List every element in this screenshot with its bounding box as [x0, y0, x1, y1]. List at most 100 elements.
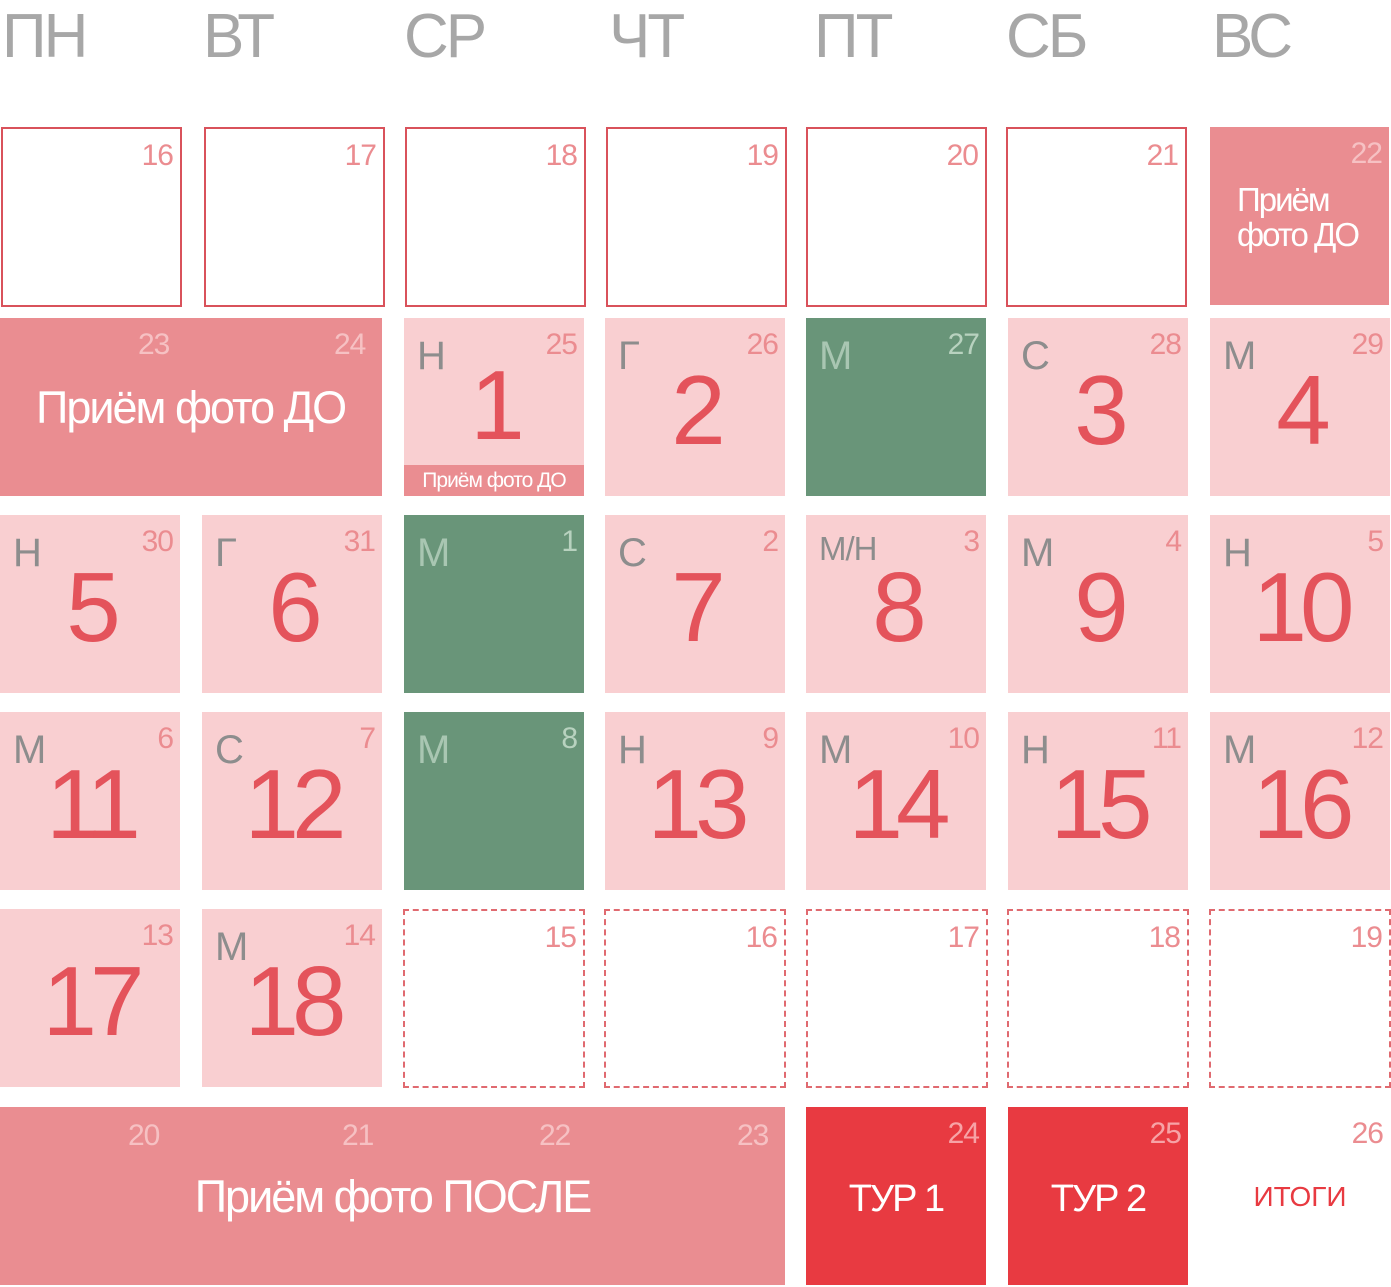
- day-number: 10: [947, 722, 980, 755]
- participant-code: М: [1223, 728, 1256, 772]
- day-cell[interactable]: 2 С 7: [605, 515, 785, 693]
- day-number: 31: [343, 525, 376, 558]
- day-cell-rest[interactable]: 1 М: [404, 515, 584, 693]
- day-cell[interactable]: 25 Н 1 Приём фото ДО: [404, 318, 584, 496]
- weekday-thu: ЧТ: [609, 2, 685, 71]
- day-cell[interactable]: 30 Н 5: [0, 515, 180, 693]
- day-number: 16: [745, 921, 778, 954]
- day-number: 6: [157, 722, 174, 755]
- challenge-number: 5: [66, 552, 121, 662]
- weekday-tue: ВТ: [203, 2, 275, 71]
- day-number: 30: [141, 525, 174, 558]
- day-number: 17: [344, 139, 377, 172]
- day-number: 7: [359, 722, 376, 755]
- day-number: 18: [545, 139, 578, 172]
- challenge-number: 15: [1050, 749, 1152, 859]
- day-cell[interactable]: 19: [606, 127, 787, 307]
- day-cell[interactable]: 5 Н 10: [1210, 515, 1390, 693]
- weekday-sun: ВС: [1212, 2, 1293, 71]
- challenge-number: 13: [647, 749, 749, 859]
- day-cell[interactable]: 14 М 18: [202, 909, 382, 1087]
- day-number: 22: [1350, 137, 1383, 170]
- day-number: 22: [539, 1119, 571, 1152]
- day-number: 13: [141, 919, 174, 952]
- day-number: 20: [128, 1119, 160, 1152]
- tour-label: ТУР 1: [848, 1178, 945, 1220]
- day-cell[interactable]: 7 С 12: [202, 712, 382, 890]
- day-number: 25: [545, 328, 578, 361]
- day-cell[interactable]: 11 Н 15: [1008, 712, 1188, 890]
- day-number: 8: [561, 722, 578, 755]
- challenge-number: 17: [42, 946, 144, 1056]
- weekday-mon: ПН: [2, 2, 88, 71]
- tour-1-cell[interactable]: 24 ТУР 1: [806, 1107, 986, 1285]
- day-cell[interactable]: 3 М/Н 8: [806, 515, 986, 693]
- participant-code: С: [1021, 334, 1050, 378]
- day-cell[interactable]: 31 Г 6: [202, 515, 382, 693]
- challenge-number: 12: [244, 749, 346, 859]
- results-cell[interactable]: 26 ИТОГИ: [1210, 1107, 1390, 1285]
- participant-code: С: [618, 531, 647, 575]
- day-number: 5: [1367, 525, 1384, 558]
- day-cell-rest[interactable]: 8 М: [404, 712, 584, 890]
- day-cell[interactable]: 17: [204, 127, 385, 307]
- day-cell[interactable]: 9 Н 13: [605, 712, 785, 890]
- day-cell[interactable]: 16: [1, 127, 182, 307]
- day-number: 23: [138, 328, 170, 361]
- day-cell-empty[interactable]: 19: [1209, 909, 1391, 1088]
- day-number: 19: [1350, 921, 1383, 954]
- day-number: 9: [762, 722, 779, 755]
- photo-after-banner[interactable]: 20 21 22 23 Приём фото ПОСЛЕ: [0, 1107, 785, 1285]
- participant-code: М: [819, 728, 852, 772]
- participant-code: Г: [215, 531, 237, 575]
- day-cell-empty[interactable]: 17: [806, 909, 988, 1088]
- day-number: 3: [963, 525, 980, 558]
- challenge-number: 8: [872, 552, 927, 662]
- weekday-fri: ПТ: [814, 2, 893, 71]
- tour-2-cell[interactable]: 25 ТУР 2: [1008, 1107, 1188, 1285]
- day-cell-rest[interactable]: 27 М: [806, 318, 986, 496]
- challenge-number: 9: [1074, 552, 1129, 662]
- day-cell-empty[interactable]: 15: [403, 909, 585, 1088]
- day-cell[interactable]: 12 М 16: [1210, 712, 1390, 890]
- day-cell-photo-before[interactable]: 22 Приём фото ДО: [1210, 127, 1389, 305]
- day-cell-empty[interactable]: 16: [604, 909, 786, 1088]
- day-cell[interactable]: 4 М 9: [1008, 515, 1188, 693]
- day-cell[interactable]: 13 17: [0, 909, 180, 1087]
- day-number: 26: [1351, 1117, 1384, 1150]
- participant-code: М: [215, 925, 248, 969]
- day-number: 15: [544, 921, 577, 954]
- day-cell[interactable]: 18: [405, 127, 586, 307]
- day-cell[interactable]: 28 С 3: [1008, 318, 1188, 496]
- day-cell[interactable]: 20: [806, 127, 987, 307]
- day-number: 19: [746, 139, 779, 172]
- weekday-sat: СБ: [1006, 2, 1088, 71]
- challenge-number: 10: [1252, 552, 1354, 662]
- challenge-number: 6: [268, 552, 323, 662]
- photo-before-banner[interactable]: 23 24 Приём фото ДО: [0, 318, 382, 496]
- participant-code: Н: [417, 334, 446, 378]
- participant-code: Н: [1223, 531, 1252, 575]
- challenge-number: 11: [46, 749, 141, 859]
- participant-code: Г: [618, 334, 640, 378]
- challenge-number: 18: [244, 946, 346, 1056]
- participant-code: М: [417, 531, 450, 575]
- day-cell[interactable]: 6 М 11: [0, 712, 180, 890]
- day-number: 21: [342, 1119, 374, 1152]
- challenge-number: 16: [1252, 749, 1354, 859]
- day-cell[interactable]: 29 М 4: [1210, 318, 1390, 496]
- participant-code: Н: [1021, 728, 1050, 772]
- day-cell-empty[interactable]: 18: [1007, 909, 1189, 1088]
- day-number: 16: [141, 139, 174, 172]
- day-number: 1: [561, 525, 578, 558]
- day-number: 27: [947, 328, 980, 361]
- day-cell[interactable]: 26 Г 2: [605, 318, 785, 496]
- participant-code: М/Н: [819, 530, 877, 567]
- day-cell[interactable]: 21: [1006, 127, 1187, 307]
- day-cell[interactable]: 10 М 14: [806, 712, 986, 890]
- day-number: 24: [947, 1117, 980, 1150]
- participant-code: М: [819, 334, 852, 378]
- day-number: 28: [1149, 328, 1182, 361]
- day-number: 4: [1165, 525, 1182, 558]
- challenge-number: 14: [848, 749, 950, 859]
